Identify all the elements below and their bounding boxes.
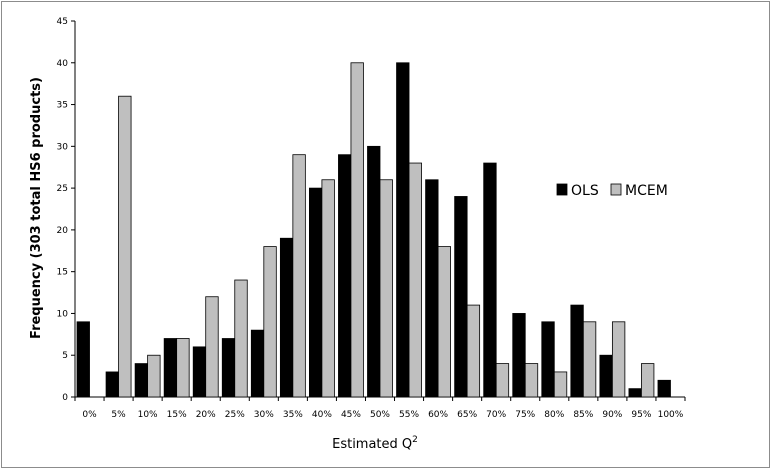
y-tick-label: 30 bbox=[57, 142, 69, 152]
x-tick-label: 15% bbox=[167, 410, 187, 420]
bar-mcem bbox=[524, 363, 539, 398]
bar-mcem bbox=[379, 179, 393, 398]
bar-mcem bbox=[495, 363, 510, 398]
bar-ols bbox=[309, 187, 323, 398]
bar-mcem bbox=[350, 62, 364, 398]
bar-mcem bbox=[466, 304, 481, 398]
x-tick-label: 20% bbox=[196, 410, 216, 420]
x-tick-label: 0% bbox=[82, 410, 97, 420]
x-tick-label: 50% bbox=[370, 410, 390, 420]
bar-mcem bbox=[176, 338, 190, 398]
x-tick-label: 40% bbox=[312, 410, 332, 420]
legend: OLS MCEM bbox=[556, 183, 668, 199]
bar-mcem bbox=[582, 321, 597, 398]
y-axis-title: Frequency (303 total HS6 products) bbox=[29, 77, 44, 339]
legend-swatch bbox=[556, 183, 568, 196]
x-tick-label: 45% bbox=[341, 410, 361, 420]
bar-ols bbox=[221, 338, 236, 398]
x-tick-label: 55% bbox=[399, 410, 419, 420]
bar-mcem bbox=[611, 321, 626, 398]
bar-ols bbox=[570, 304, 584, 398]
x-tick-label: 35% bbox=[283, 410, 303, 420]
x-axis-title-superscript: 2 bbox=[412, 435, 418, 445]
x-axis-title-text: Estimated Q bbox=[332, 437, 412, 452]
bar-ols bbox=[367, 145, 381, 398]
bar-mcem bbox=[321, 179, 335, 398]
bar-mcem bbox=[147, 354, 161, 398]
x-tick-label: 95% bbox=[631, 410, 651, 420]
x-tick-label: 70% bbox=[486, 410, 506, 420]
legend-label: OLS bbox=[571, 183, 599, 199]
bar-ols bbox=[396, 62, 410, 398]
bar-mcem bbox=[641, 363, 655, 398]
x-axis: 0% 5% 10% 15% 20% 25% 30% 35% 40% 45% 50% 55% 60% 65%… bbox=[74, 396, 686, 420]
x-tick-label: 75% bbox=[515, 410, 535, 420]
legend-swatch bbox=[610, 183, 622, 196]
bar-mcem bbox=[437, 246, 451, 398]
legend-label: MCEM bbox=[625, 183, 668, 199]
bar-ols bbox=[338, 154, 352, 398]
x-tick-label: 30% bbox=[254, 410, 274, 420]
bar-ols bbox=[541, 321, 555, 398]
bar-mcem bbox=[118, 95, 132, 398]
x-tick-label: 65% bbox=[457, 410, 477, 420]
y-tick-label: 0 bbox=[62, 393, 68, 403]
x-tick-label: 80% bbox=[544, 410, 564, 420]
y-tick-label: 25 bbox=[57, 184, 68, 194]
x-tick-label: 100% bbox=[658, 410, 684, 420]
bar-mcem bbox=[553, 371, 568, 398]
bar-ols bbox=[657, 379, 671, 398]
x-tick-label: 25% bbox=[225, 410, 245, 420]
bar-mcem bbox=[292, 154, 306, 398]
bar-ols bbox=[192, 346, 207, 398]
bar-ols bbox=[163, 338, 178, 398]
bar-ols bbox=[425, 179, 439, 398]
x-tick-label: 90% bbox=[602, 410, 622, 420]
y-tick-label: 10 bbox=[57, 309, 69, 319]
y-tick-label: 35 bbox=[57, 101, 68, 111]
bar-ols bbox=[76, 321, 90, 398]
bar-mcem bbox=[234, 279, 248, 398]
y-tick-label: 20 bbox=[57, 226, 69, 236]
bars bbox=[76, 62, 671, 398]
bar-ols bbox=[105, 371, 119, 398]
bar-ols bbox=[512, 313, 526, 398]
x-tick-label: 60% bbox=[428, 410, 448, 420]
x-tick-label: 10% bbox=[138, 410, 158, 420]
bar-ols bbox=[599, 354, 613, 398]
bar-ols bbox=[483, 162, 497, 398]
bar-mcem bbox=[408, 162, 422, 398]
x-tick-label: 5% bbox=[111, 410, 126, 420]
bar-ols bbox=[279, 237, 294, 398]
y-tick-label: 45 bbox=[57, 17, 68, 27]
y-tick-label: 15 bbox=[57, 268, 68, 278]
x-axis-title: Estimated Q2 bbox=[332, 435, 418, 452]
bar-ols bbox=[250, 329, 265, 398]
bar-mcem bbox=[205, 296, 219, 398]
y-axis: 0 5 10 15 20 25 30 35 40 45 bbox=[57, 17, 76, 403]
y-tick-label: 5 bbox=[62, 351, 68, 361]
bar-ols bbox=[134, 363, 149, 398]
bar-ols bbox=[628, 388, 642, 398]
x-tick-label: 85% bbox=[573, 410, 593, 420]
y-tick-label: 40 bbox=[57, 59, 69, 69]
bar-ols bbox=[454, 196, 468, 398]
bar-mcem bbox=[263, 246, 277, 398]
